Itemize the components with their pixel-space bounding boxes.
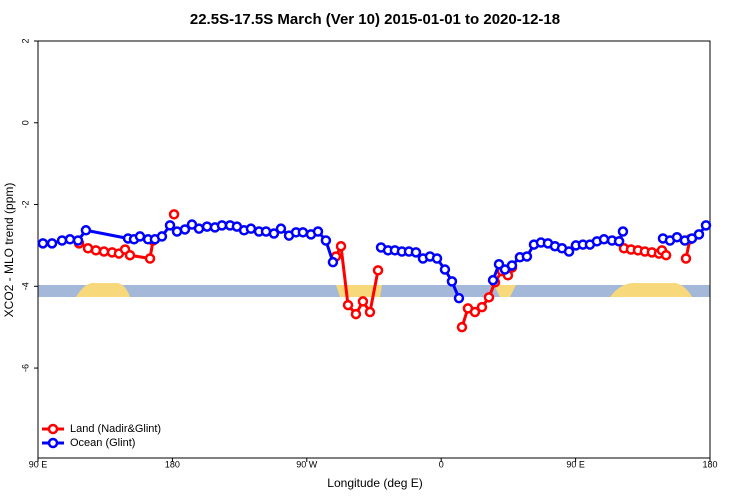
point [598,234,610,245]
point [439,264,451,275]
y-tick-label: -6 [20,364,30,372]
point [372,265,384,276]
y-tick-label: 0 [20,120,30,125]
y-axis-label: XCO2 - MLO trend (ppm) [2,183,16,318]
point [156,231,168,242]
point [487,274,499,286]
x-tick-label: 0 [439,459,444,469]
point [245,223,257,234]
point [364,306,376,318]
point [144,253,156,264]
y-tick-label: -2 [20,201,30,209]
point [693,229,705,240]
point [193,223,205,234]
y-tick-label: 2 [20,38,30,43]
point [297,227,309,238]
point [700,220,712,231]
point [483,292,495,303]
point [335,240,347,252]
point [37,238,49,249]
point [168,209,180,220]
point [613,236,625,247]
point [134,231,146,242]
legend-label: Ocean (Glint) [70,437,135,449]
point [72,235,84,246]
point [357,296,369,307]
point [446,276,458,287]
plot-frame [37,40,711,459]
point [660,249,672,261]
mask-land [76,283,130,297]
point [453,292,465,304]
point [431,253,443,264]
point [350,308,362,320]
point [476,301,488,313]
point [179,224,191,235]
point [46,238,58,249]
point [312,226,324,237]
point [327,256,339,268]
point [268,228,280,239]
x-tick-label: 180 [165,459,180,469]
point [469,306,481,318]
point [64,234,76,245]
point [563,246,575,257]
point [680,253,692,264]
point [124,249,136,261]
point [342,299,354,311]
mask-land [610,283,692,297]
point [90,245,102,256]
x-tick-label: 90 E [566,459,585,469]
x-axis-label: Longitude (deg E) [327,476,422,490]
x-tick-label: 90 E [29,459,48,469]
point [275,223,287,234]
point [80,225,92,236]
point [617,226,629,237]
x-tick-label: 90 W [296,459,318,469]
legend-marker [47,437,59,449]
point [98,246,110,257]
legend-label: Land (Nadir&Glint) [70,423,161,435]
point [410,247,422,258]
point [456,321,468,333]
y-tick-label: -4 [20,282,30,290]
point [320,235,332,246]
chart-title: 22.5S-17.5S March (Ver 10) 2015-01-01 to… [190,11,560,28]
point [521,251,533,262]
legend-marker [47,423,59,435]
point [164,220,176,231]
point [56,235,68,246]
mask-land [494,285,516,297]
point [506,260,518,271]
point [216,220,228,231]
x-tick-label: 180 [702,459,717,469]
